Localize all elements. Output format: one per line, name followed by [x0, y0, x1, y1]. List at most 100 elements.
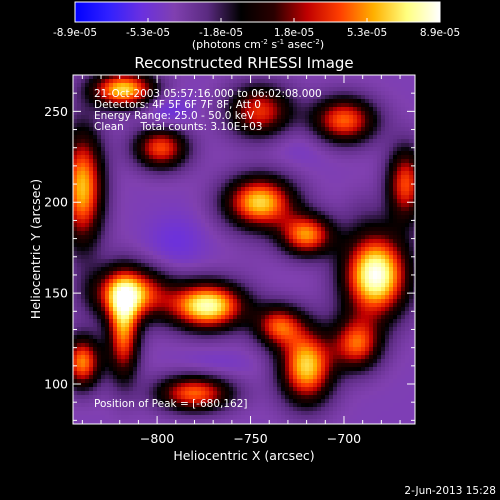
heatmap-cell	[261, 207, 266, 212]
heatmap-cell	[201, 259, 206, 264]
heatmap-cell	[73, 143, 78, 148]
heatmap-cell	[185, 299, 190, 304]
heatmap-cell	[185, 179, 190, 184]
heatmap-cell	[81, 99, 86, 104]
heatmap-cell	[309, 271, 314, 276]
heatmap-cell	[341, 179, 346, 184]
heatmap-cell	[321, 255, 326, 260]
heatmap-cell	[205, 171, 210, 176]
heatmap-cell	[265, 295, 270, 300]
heatmap-cell	[73, 147, 78, 152]
heatmap-cell	[381, 115, 386, 120]
heatmap-cell	[253, 127, 258, 132]
heatmap-cell	[305, 147, 310, 152]
heatmap-cell	[101, 203, 106, 208]
heatmap-cell	[73, 135, 78, 140]
heatmap-cell	[381, 175, 386, 180]
heatmap-cell	[101, 143, 106, 148]
heatmap-cell	[297, 243, 302, 248]
heatmap-cell	[297, 247, 302, 252]
heatmap-cell	[353, 167, 358, 172]
heatmap-cell	[249, 139, 254, 144]
heatmap-cell	[189, 159, 194, 164]
heatmap-cell	[369, 279, 374, 284]
heatmap-cell	[245, 151, 250, 156]
heatmap-cell	[369, 227, 374, 232]
heatmap-cell	[237, 111, 242, 116]
heatmap-cell	[193, 287, 198, 292]
heatmap-cell	[389, 207, 394, 212]
heatmap-cell	[193, 83, 198, 88]
heatmap-cell	[237, 271, 242, 276]
heatmap-cell	[353, 83, 358, 88]
heatmap-cell	[173, 115, 178, 120]
heatmap-cell	[301, 115, 306, 120]
heatmap-cell	[149, 243, 154, 248]
heatmap-cell	[285, 179, 290, 184]
heatmap-cell	[233, 287, 238, 292]
heatmap-cell	[297, 167, 302, 172]
heatmap-cell	[145, 131, 150, 136]
heatmap-cell	[369, 235, 374, 240]
heatmap-cell	[341, 235, 346, 240]
heatmap-cell	[145, 203, 150, 208]
heatmap-cell	[321, 243, 326, 248]
heatmap-cell	[137, 275, 142, 280]
heatmap-cell	[385, 279, 390, 284]
heatmap-cell	[181, 295, 186, 300]
heatmap-cell	[361, 139, 366, 144]
heatmap-cell	[121, 155, 126, 160]
heatmap-cell	[297, 271, 302, 276]
heatmap-cell	[269, 239, 274, 244]
heatmap-cell	[281, 91, 286, 96]
heatmap-cell	[325, 191, 330, 196]
heatmap-cell	[217, 207, 222, 212]
heatmap-cell	[265, 211, 270, 216]
heatmap-cell	[217, 219, 222, 224]
heatmap-cell	[341, 111, 346, 116]
heatmap-cell	[217, 127, 222, 132]
heatmap-cell	[397, 231, 402, 236]
heatmap-cell	[181, 207, 186, 212]
heatmap-cell	[109, 243, 114, 248]
heatmap-cell	[89, 159, 94, 164]
heatmap-cell	[85, 207, 90, 212]
heatmap-cell	[85, 139, 90, 144]
heatmap-cell	[349, 155, 354, 160]
heatmap-cell	[397, 167, 402, 172]
heatmap-cell	[341, 131, 346, 136]
heatmap-cell	[73, 131, 78, 136]
heatmap-cell	[277, 251, 282, 256]
heatmap-cell	[209, 203, 214, 208]
heatmap-cell	[245, 75, 250, 80]
heatmap-cell	[205, 95, 210, 100]
heatmap-cell	[245, 159, 250, 164]
heatmap-cell	[285, 139, 290, 144]
heatmap-cell	[265, 75, 270, 80]
heatmap-cell	[213, 191, 218, 196]
heatmap-cell	[157, 83, 162, 88]
heatmap-cell	[333, 259, 338, 264]
heatmap-cell	[169, 251, 174, 256]
heatmap-cell	[137, 163, 142, 168]
heatmap-cell	[289, 191, 294, 196]
heatmap-cell	[145, 159, 150, 164]
heatmap-cell	[265, 195, 270, 200]
heatmap-cell	[309, 87, 314, 92]
heatmap-cell	[177, 87, 182, 92]
heatmap-cell	[349, 283, 354, 288]
heatmap-cell	[285, 175, 290, 180]
heatmap-cell	[289, 291, 294, 296]
heatmap-cell	[241, 75, 246, 80]
heatmap-cell	[373, 175, 378, 180]
heatmap-cell	[349, 255, 354, 260]
heatmap-cell	[173, 107, 178, 112]
heatmap-cell	[329, 295, 334, 300]
heatmap-cell	[373, 267, 378, 272]
heatmap-cell	[153, 75, 158, 80]
heatmap-cell	[253, 119, 258, 124]
heatmap-cell	[233, 227, 238, 232]
heatmap-cell	[213, 135, 218, 140]
heatmap-cell	[209, 83, 214, 88]
